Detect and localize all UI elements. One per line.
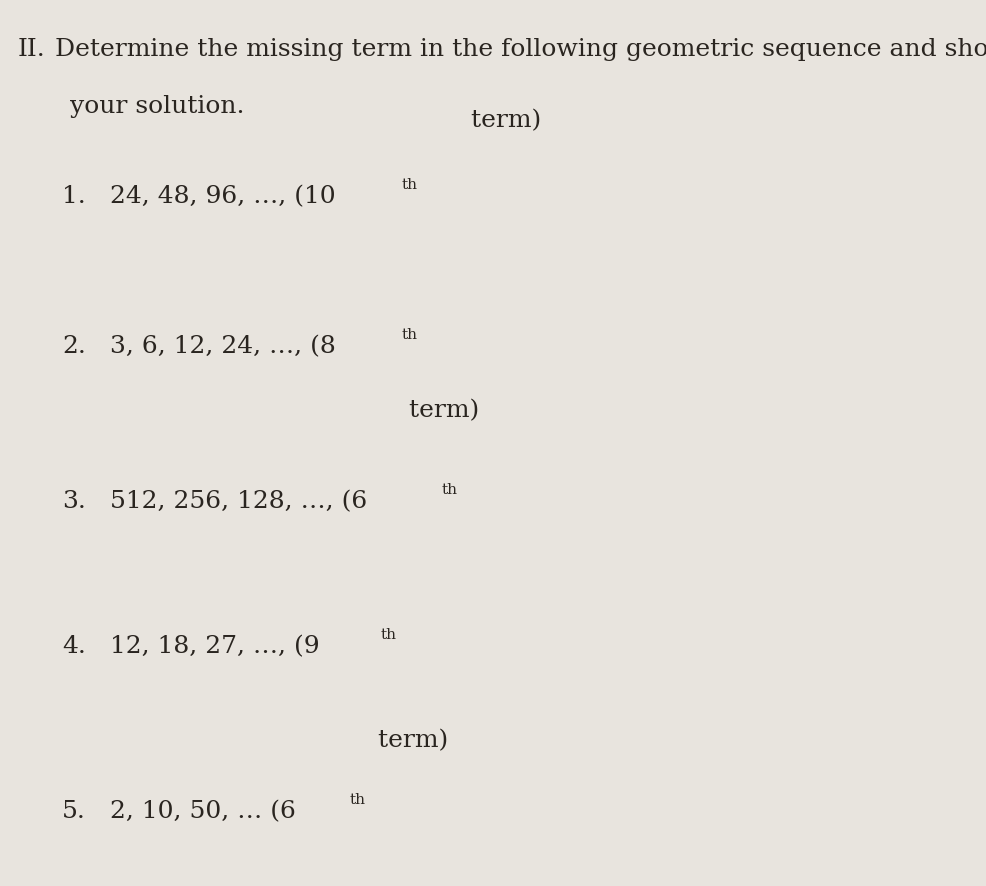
- Text: 512, 256, 128, …, (6: 512, 256, 128, …, (6: [109, 489, 367, 512]
- Text: 4.: 4.: [62, 634, 86, 657]
- Text: th: th: [349, 792, 366, 806]
- Text: th: th: [401, 328, 417, 342]
- Text: 2.: 2.: [62, 335, 86, 358]
- Text: th: th: [380, 627, 396, 641]
- Text: 1.: 1.: [62, 185, 86, 207]
- Text: 12, 18, 27, …, (9: 12, 18, 27, …, (9: [109, 634, 319, 657]
- Text: term): term): [370, 728, 449, 751]
- Text: 2, 10, 50, … (6: 2, 10, 50, … (6: [109, 799, 296, 822]
- Text: 3.: 3.: [62, 489, 86, 512]
- Text: term): term): [400, 399, 479, 422]
- Text: Determine the missing term in the following geometric sequence and show: Determine the missing term in the follow…: [55, 38, 986, 61]
- Text: th: th: [400, 178, 417, 191]
- Text: 3, 6, 12, 24, …, (8: 3, 6, 12, 24, …, (8: [109, 335, 335, 358]
- Text: your solution.: your solution.: [70, 95, 245, 118]
- Text: term): term): [462, 109, 540, 132]
- Text: II.: II.: [18, 38, 45, 61]
- Text: th: th: [442, 483, 458, 496]
- Text: 5.: 5.: [62, 799, 86, 822]
- Text: 24, 48, 96, …, (10: 24, 48, 96, …, (10: [109, 185, 335, 207]
